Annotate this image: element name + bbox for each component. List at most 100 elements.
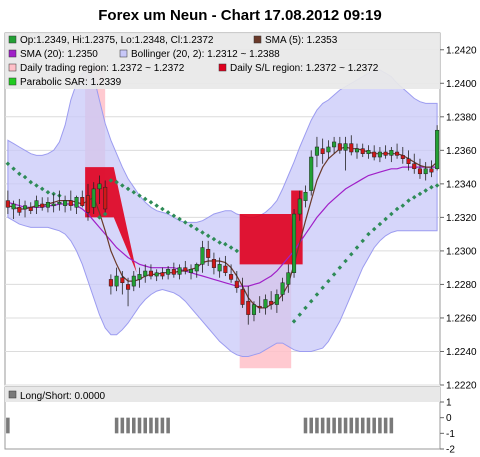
sar-point [108, 178, 114, 183]
candle-body [5, 200, 10, 208]
candle-body [251, 304, 257, 315]
candle-body [383, 151, 388, 156]
sar-point [429, 184, 434, 190]
legend-swatch [253, 35, 262, 44]
longshort-bar [338, 417, 342, 434]
candle-body [177, 267, 182, 275]
longshort-title: Long/Short: 0.0000 [20, 391, 106, 402]
candle-body [389, 150, 394, 156]
sar-point [291, 319, 297, 324]
candle-body [17, 207, 22, 213]
longshort-bar [372, 417, 376, 434]
candle-body [372, 151, 377, 158]
sar-point [308, 298, 314, 304]
sar-point [411, 195, 417, 200]
longshort-bar [132, 417, 136, 434]
longshort-tick-label: -1 [446, 429, 455, 440]
sma5-line [7, 146, 438, 309]
sar-point [400, 203, 406, 208]
sar-point [377, 221, 383, 227]
longshort-bar [154, 417, 159, 434]
price-y-axis: 1.2220 1.2240 1.2260 1.2280 1.2300 1.2320 1.23… [440, 45, 477, 392]
candle-body [400, 155, 405, 159]
sar-point [39, 186, 45, 192]
legend-swatch [8, 63, 17, 72]
candle-body [314, 146, 319, 156]
longshort-bar [355, 417, 359, 434]
sar-point [366, 231, 371, 237]
candles [5, 125, 440, 325]
candle-body [309, 156, 314, 191]
price-tick-label: 1.2220 [446, 381, 477, 392]
candle-body [74, 197, 79, 208]
candle-body [120, 277, 125, 284]
candle-body [332, 141, 337, 148]
sar-point [314, 292, 320, 297]
candle-body [11, 203, 16, 210]
candle-body [217, 264, 222, 272]
legend-swatch [8, 35, 17, 44]
legend-label: Daily S/L region: 1.2372 ~ 1.2372 [230, 63, 379, 74]
longshort-bar [315, 417, 319, 434]
candle-body [240, 289, 245, 305]
candle-body [114, 275, 119, 287]
sar-point [114, 179, 119, 185]
candle-body [263, 299, 268, 309]
longshort-bar [349, 417, 354, 434]
candle-body [45, 202, 50, 208]
candle-body [23, 205, 28, 210]
candle-body [269, 300, 274, 305]
candle-body [286, 272, 291, 285]
longshort-bar [166, 417, 170, 434]
price-tick-label: 1.2280 [446, 280, 477, 291]
longshort-bar [366, 417, 371, 434]
candle-body [326, 146, 331, 153]
candle-body [292, 213, 297, 273]
candle-body [257, 305, 262, 309]
sar-point [97, 215, 102, 220]
longshort-bar [160, 417, 165, 434]
legend-swatch [8, 49, 17, 58]
candle-body [223, 265, 228, 273]
longshort-bar [309, 417, 313, 434]
candle-body [51, 203, 56, 206]
price-tick-label: 1.2340 [446, 179, 477, 190]
longshort-bar [126, 417, 130, 434]
longshort-bar [332, 417, 336, 434]
candle-body [206, 248, 211, 258]
legend: Op:1.2349, Hi:1.2375, Lo:1.2348, Cl:1.23… [5, 33, 440, 89]
longshort-bar [143, 417, 148, 434]
candle-body [412, 163, 417, 170]
legend-label: Op:1.2349, Hi:1.2375, Lo:1.2348, Cl:1.23… [20, 35, 214, 46]
sar-point [320, 285, 325, 291]
candle-body [423, 168, 428, 175]
candle-body [166, 269, 171, 275]
sar-point [303, 305, 308, 311]
longshort-bar [320, 417, 325, 434]
longshort-bar [326, 417, 331, 434]
candle-body [234, 280, 239, 289]
price-tick-label: 1.2260 [446, 313, 477, 324]
sl-region [85, 167, 137, 273]
candle-body [211, 259, 216, 268]
candle-body [28, 207, 33, 211]
candle-body [360, 148, 365, 154]
longshort-header [5, 387, 440, 402]
longshort-bar [6, 417, 10, 434]
candle-body [303, 191, 308, 201]
legend-swatch [119, 49, 128, 58]
candle-body [377, 151, 382, 158]
candle-body [97, 183, 102, 190]
candle-body [68, 200, 73, 206]
sar-point [343, 258, 348, 264]
longshort-bar [120, 417, 125, 434]
longshort-bar [360, 417, 365, 434]
chart-title: Forex um Neun - Chart 17.08.2012 09:19 [98, 7, 381, 24]
price-tick-label: 1.2320 [446, 213, 477, 224]
longshort-bar [343, 417, 348, 434]
candle-body [366, 150, 371, 154]
longshort-y-axis: 1 0 -1 -2 [440, 398, 455, 456]
legend-swatch [8, 77, 17, 86]
candle-body [108, 279, 113, 287]
candle-body [343, 143, 348, 151]
